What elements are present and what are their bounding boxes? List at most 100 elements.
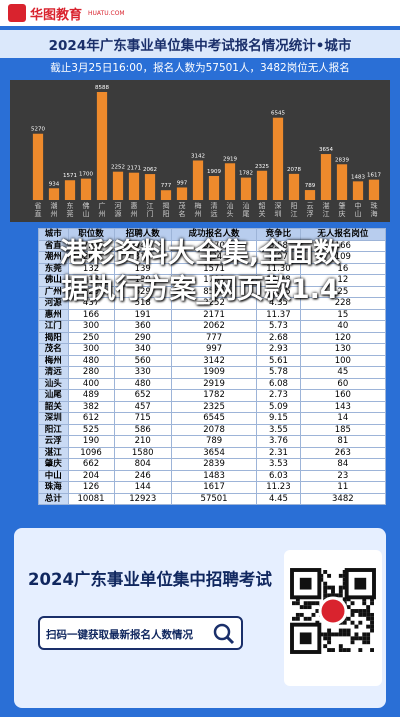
qr-module	[327, 593, 332, 598]
table-row: 珠海 126 144 1617 11.23 11	[38, 481, 387, 494]
qr-module	[323, 570, 328, 574]
qr-module	[338, 589, 343, 594]
qr-finder	[299, 577, 312, 590]
table-cell: 2325	[170, 400, 258, 413]
table-cell: 400	[67, 377, 115, 390]
table-cell: 茂名	[38, 343, 69, 356]
qr-module	[338, 593, 343, 598]
search-box[interactable]: 扫码一键获取最新报名人数情况	[38, 616, 243, 650]
table-cell: 166	[67, 308, 115, 321]
table-row: 清远 280 330 1909 5.78 45	[38, 366, 387, 379]
table-cell: 6545	[170, 412, 258, 425]
bar	[256, 170, 268, 200]
search-text: 扫码一键获取最新报名人数情况	[46, 629, 193, 641]
qr-module	[358, 636, 363, 641]
qr-module	[311, 601, 316, 606]
table-row: 阳江 525 586 2078 3.55 185	[38, 423, 387, 436]
table-cell: 肇庆	[38, 458, 69, 471]
table-cell: 3654	[170, 446, 258, 459]
table-cell: 4.45	[256, 492, 301, 505]
overlay-line: 据执行方案_网页款1.4	[61, 274, 339, 305]
table-cell: 1909	[170, 366, 258, 379]
bar	[336, 164, 348, 200]
table-cell: 11	[299, 481, 387, 494]
table-row: 中山 204 246 1483 6.03 23	[38, 469, 387, 482]
bar	[96, 92, 108, 200]
qr-module	[342, 648, 347, 652]
table-row: 揭阳 250 290 777 2.68 120	[38, 331, 387, 344]
qr-finder	[290, 568, 322, 600]
table-cell: 2.68	[256, 331, 301, 344]
qr-module	[358, 648, 363, 652]
x-tick-label: 深圳	[274, 201, 282, 218]
table-cell: 480	[113, 377, 172, 390]
table-cell: 2062	[170, 320, 258, 333]
qr-module	[327, 648, 332, 652]
bar	[160, 190, 172, 200]
qr-module	[338, 585, 343, 590]
table-cell: 120	[299, 331, 387, 344]
qr-module	[295, 601, 300, 606]
qr-module	[319, 577, 324, 582]
qr-module	[350, 609, 355, 613]
qr-module	[334, 593, 339, 598]
table-row: 惠州 166 191 2171 11.37 15	[38, 308, 387, 321]
qr-module	[354, 624, 359, 629]
qr-module	[342, 581, 347, 586]
promo-title: 2024广东事业单位集中招聘考试	[28, 570, 272, 589]
table-cell: 45	[299, 366, 387, 379]
qr-module	[362, 612, 367, 617]
table-cell: 160	[299, 389, 387, 402]
x-tick-label: 揭阳	[162, 201, 170, 218]
qr-module	[323, 593, 328, 598]
data-label: 997	[177, 180, 188, 186]
x-tick-label: 阳江	[290, 201, 298, 218]
qr-module	[334, 632, 339, 637]
table-cell: 126	[67, 481, 115, 494]
table-cell: 250	[67, 331, 115, 344]
qr-finder	[344, 568, 376, 600]
table-cell: 360	[113, 320, 172, 333]
column-header: 职位数	[67, 228, 115, 241]
qr-module	[358, 609, 363, 613]
table-cell: 3.55	[256, 423, 301, 436]
column-header: 无人报名岗位	[299, 228, 387, 241]
qr-module	[338, 628, 343, 633]
table-cell: 中山	[38, 469, 69, 482]
qr-module	[342, 628, 347, 633]
qr-module	[362, 609, 367, 613]
qr-logo	[318, 596, 348, 626]
table-row: 总计 10081 12923 57501 4.45 3482	[38, 492, 387, 505]
title: 2024年广东事业单位集中考试报名情况统计•城市	[48, 38, 352, 54]
table-cell: 944	[113, 239, 172, 252]
x-tick-label: 中山	[354, 201, 362, 218]
data-label: 1571	[63, 173, 77, 179]
x-tick-label: 清远	[210, 201, 218, 218]
table-row: 湛江 1096 1580 3654 2.31 263	[38, 446, 387, 459]
table-cell: 2839	[170, 458, 258, 471]
header-row: 城市 职位数 招聘人数 成功报名人数 竞争比 无人报名岗位	[38, 228, 387, 241]
qr-module	[323, 585, 328, 590]
qr-module	[338, 648, 343, 652]
qr-module	[331, 593, 335, 598]
qr-module	[303, 616, 308, 621]
table-cell: 5.61	[256, 354, 301, 367]
promo-panel: 2024广东事业单位集中招聘考试 扫码一键获取最新报名人数情况	[14, 528, 386, 708]
x-tick-label: 广州	[98, 201, 106, 218]
qr-module	[307, 605, 312, 610]
table-row: 省直 720 944 5270 5.58 166	[38, 239, 387, 252]
qr-module	[370, 612, 374, 617]
table-cell: 省直	[38, 239, 69, 252]
subtitle: 截止3月25日16:00，报名人数为57501人，3482岗位无人报名	[50, 62, 350, 74]
overlay-line: 港彩资料大全集,全面数	[59, 238, 341, 269]
qr-module	[307, 616, 312, 621]
qr-module	[354, 632, 359, 637]
qr-code-card	[284, 550, 382, 686]
qr-module	[292, 601, 296, 606]
qr-module	[346, 648, 351, 652]
bar	[128, 172, 140, 200]
table-cell: 81	[299, 435, 387, 448]
table-cell: 云浮	[38, 435, 69, 448]
table-cell: 清远	[38, 366, 69, 379]
qr-module	[362, 601, 367, 606]
